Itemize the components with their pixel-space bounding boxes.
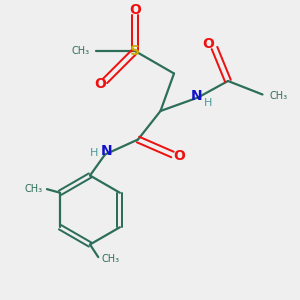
Text: O: O	[94, 77, 106, 91]
Text: N: N	[191, 89, 202, 103]
Text: O: O	[129, 4, 141, 17]
Text: CH₃: CH₃	[101, 254, 119, 264]
Text: N: N	[101, 144, 112, 158]
Text: CH₃: CH₃	[24, 184, 42, 194]
Text: H: H	[204, 98, 213, 109]
Text: CH₃: CH₃	[270, 91, 288, 101]
Text: O: O	[202, 38, 214, 51]
Text: S: S	[130, 44, 140, 58]
Text: CH₃: CH₃	[71, 46, 89, 56]
Text: O: O	[173, 149, 185, 163]
Text: H: H	[89, 148, 98, 158]
